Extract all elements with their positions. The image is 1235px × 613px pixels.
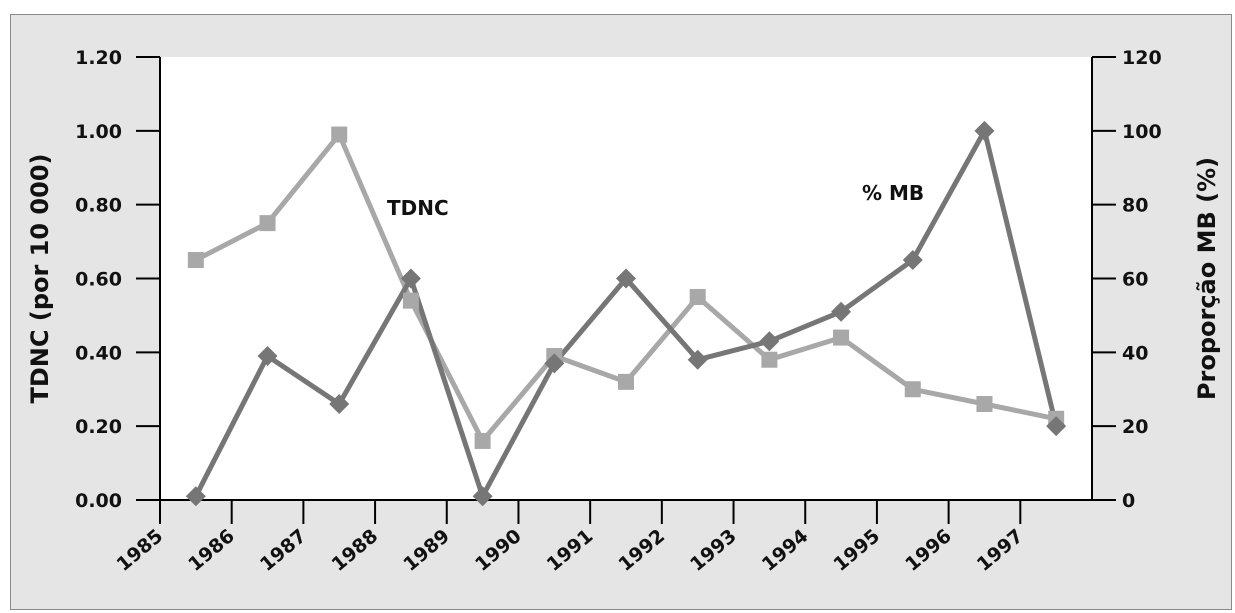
right-tick-label: 60 xyxy=(1122,269,1148,291)
point-mb xyxy=(831,301,852,322)
point-mb xyxy=(329,394,350,415)
right-tick-label: 0 xyxy=(1122,490,1135,512)
left-tick-label: 0.00 xyxy=(75,490,122,512)
point-tdnc xyxy=(331,126,348,143)
point-mb xyxy=(759,331,780,352)
right-tick-label: 100 xyxy=(1122,121,1162,143)
point-mb xyxy=(400,268,421,289)
left-axis-title: TDNC (por 10 000) xyxy=(26,154,54,404)
left-tick-label: 0.60 xyxy=(75,269,122,291)
annotation-tdnc: TDNC xyxy=(387,196,449,220)
point-mb xyxy=(185,486,206,507)
annotation-mb: % MB xyxy=(862,181,924,205)
x-tick-label: 1987 xyxy=(256,525,311,576)
point-tdnc xyxy=(187,252,204,269)
left-tick-label: 0.40 xyxy=(75,342,122,364)
point-tdnc xyxy=(618,373,634,390)
point-tdnc xyxy=(761,351,778,368)
x-tick-label: 1988 xyxy=(328,525,383,576)
x-tick-label: 1996 xyxy=(901,525,956,576)
point-tdnc xyxy=(976,396,993,413)
x-tick-label: 1991 xyxy=(543,525,598,576)
right-tick-label: 20 xyxy=(1122,416,1148,438)
left-tick-label: 0.20 xyxy=(75,416,122,438)
point-mb xyxy=(902,250,923,271)
right-tick-label: 80 xyxy=(1122,195,1148,217)
left-tick-label: 1.20 xyxy=(75,47,122,69)
left-tick-label: 1.00 xyxy=(75,121,122,143)
point-tdnc xyxy=(474,432,491,449)
x-tick-label: 1985 xyxy=(113,525,168,576)
series-markers xyxy=(185,120,1067,507)
x-tick-label: 1993 xyxy=(686,525,741,576)
x-tick-label: 1992 xyxy=(614,525,669,576)
x-tick-label: 1986 xyxy=(184,525,239,576)
point-tdnc xyxy=(689,288,706,305)
point-mb xyxy=(616,268,636,289)
left-tick-label: 0.80 xyxy=(75,195,122,217)
point-mb xyxy=(687,349,708,370)
right-axis-title: Proporção MB (%) xyxy=(1193,157,1221,400)
x-tick-label: 1994 xyxy=(758,525,813,576)
point-tdnc xyxy=(259,215,276,232)
x-tick-label: 1995 xyxy=(829,525,884,576)
x-tick-label: 1989 xyxy=(399,525,454,576)
point-mb xyxy=(257,346,278,367)
right-tick-label: 120 xyxy=(1122,47,1162,69)
point-tdnc xyxy=(904,381,921,398)
axes xyxy=(136,56,1116,524)
x-tick-label: 1990 xyxy=(471,525,526,576)
point-mb xyxy=(974,120,995,141)
point-mb xyxy=(1046,416,1067,437)
point-tdnc xyxy=(833,329,850,346)
point-tdnc xyxy=(402,292,419,309)
right-tick-label: 40 xyxy=(1122,342,1148,364)
point-mb xyxy=(544,353,565,374)
x-tick-label: 1997 xyxy=(973,525,1028,576)
point-mb xyxy=(472,486,493,507)
